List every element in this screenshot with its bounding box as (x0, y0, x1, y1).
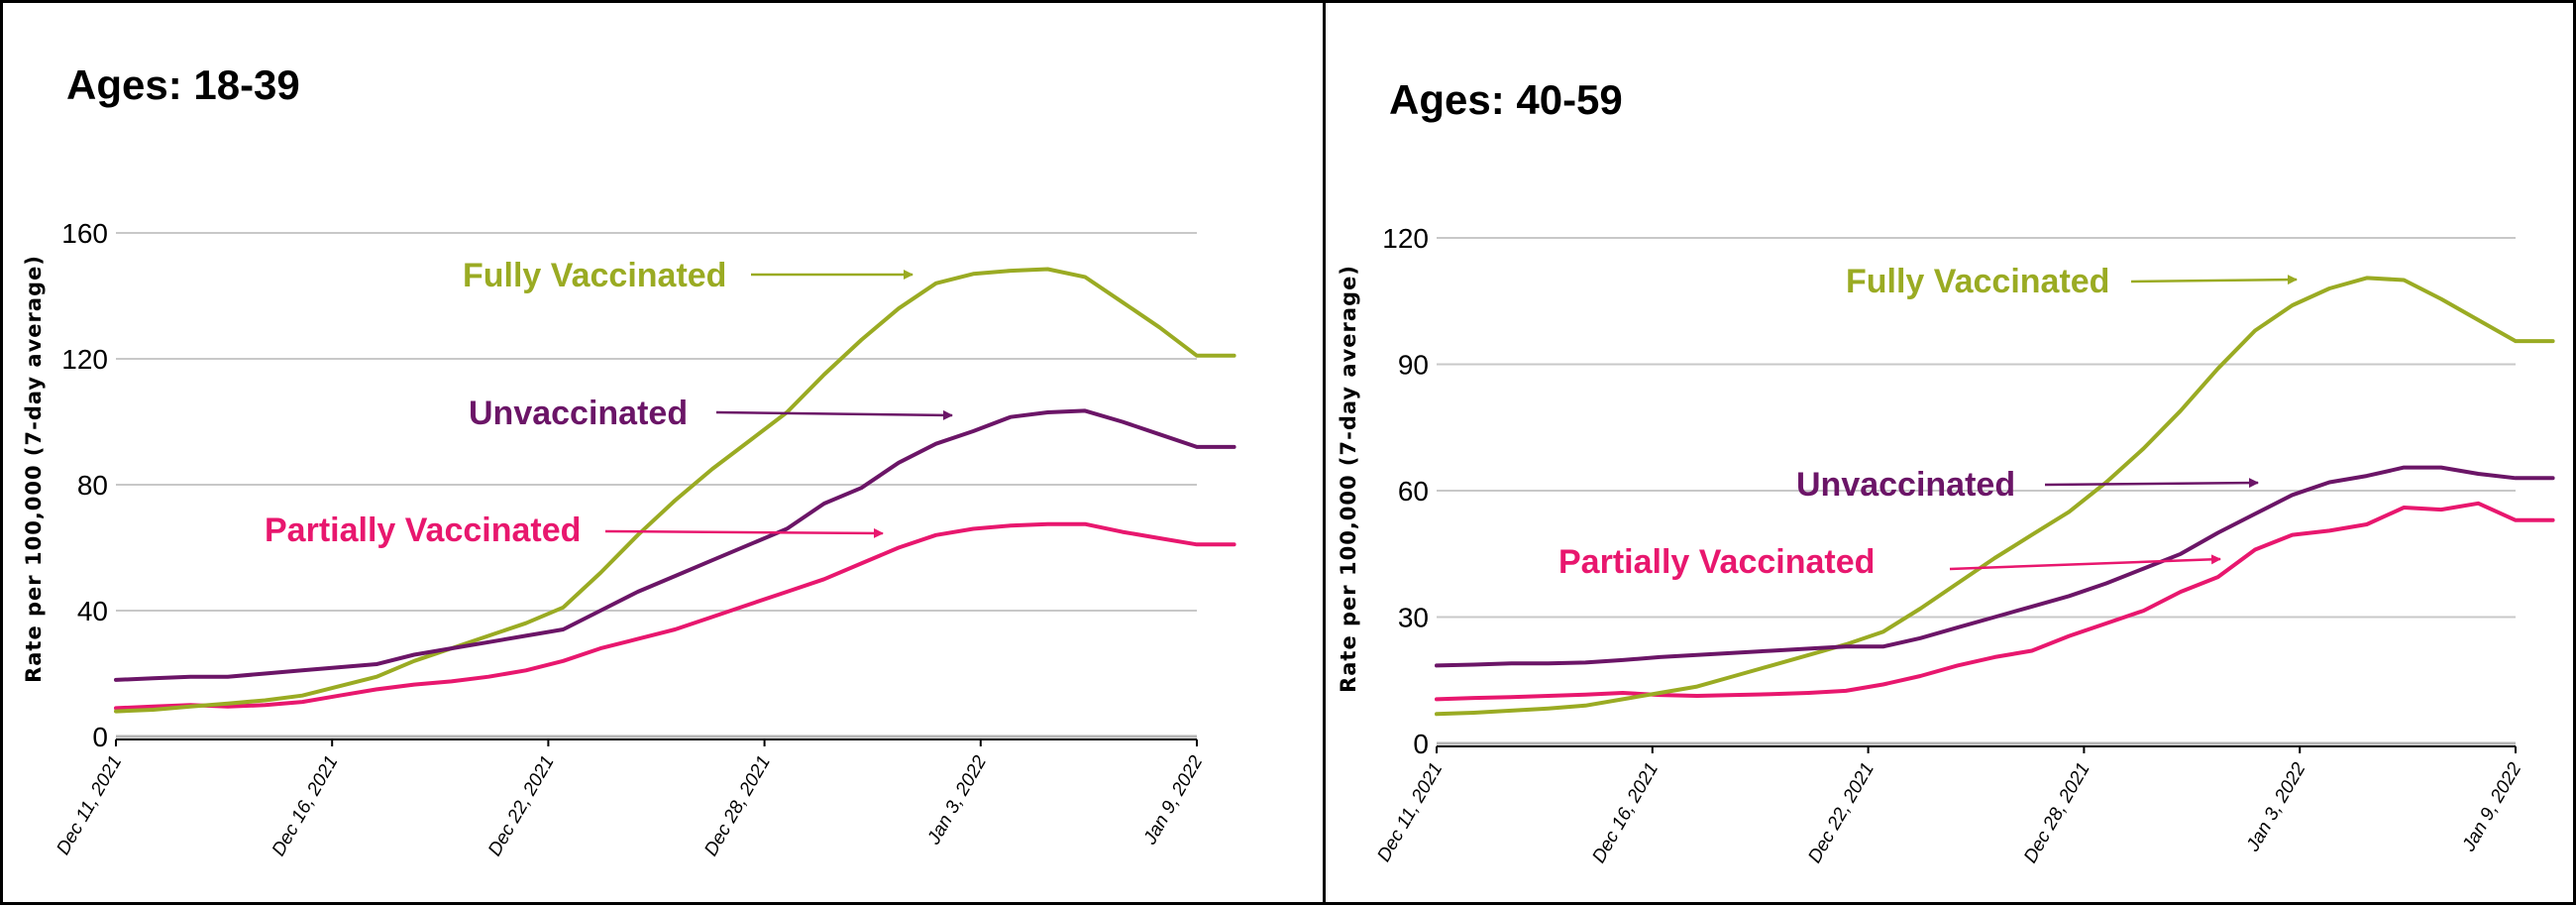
series-line-partially (1435, 501, 2555, 702)
chart-svg-ages-40-59: Ages: 40-59 Rate per 100,000 (7-day aver… (1337, 76, 2555, 866)
annotations: Fully Vaccinated Unvaccinated Partially Va… (265, 257, 953, 549)
y-tick-label: 60 (1398, 476, 1429, 507)
chart-svg-ages-18-39: Ages: 18-39 Rate per 100,000 (7-day aver… (22, 61, 1236, 859)
y-tick-label: 160 (61, 218, 108, 249)
y-axis-label: Rate per 100,000 (7-day average) (1337, 265, 1360, 693)
x-tick-label: Dec 28, 2021 (2020, 759, 2094, 866)
y-tick-label: 0 (92, 722, 108, 752)
x-tick-label: Dec 22, 2021 (484, 752, 559, 859)
annotation-arrow-partially (1949, 554, 2221, 571)
x-tick-label: Dec 11, 2021 (53, 752, 126, 858)
y-tick-label: 80 (77, 470, 108, 501)
x-tick-label: Dec 16, 2021 (1588, 759, 1663, 866)
grid-lines (1437, 237, 2516, 747)
series-line-unvaccinated (114, 408, 1236, 682)
annotation-arrow-unvaccinated (2044, 478, 2259, 489)
y-tick-label: 90 (1398, 350, 1429, 381)
annotation-arrow-unvaccinated (715, 409, 953, 420)
x-tick-label: Dec 28, 2021 (700, 752, 775, 859)
x-tick-label: Jan 3, 2022 (923, 752, 992, 850)
annotation-arrow-fully (2130, 275, 2298, 285)
chart-title: Ages: 40-59 (1389, 76, 1623, 123)
x-tick-label: Jan 9, 2022 (1139, 752, 1208, 850)
series-line-fully (1435, 276, 2555, 717)
annotation-arrow-partially (604, 527, 884, 538)
y-tick-label: 30 (1398, 603, 1429, 633)
annotation-partially: Partially Vaccinated (1558, 543, 1875, 581)
axis-ticks: 0 40 80 120 160 Dec 11, 2021 Dec 16, 2021 Dec 2… (53, 218, 1207, 859)
axis-ticks: 0 30 60 90 120 Dec 11, 2021 Dec 16, 2021 Dec 22… (1373, 223, 2525, 866)
series-lines (114, 267, 1236, 714)
annotation-unvaccinated: Unvaccinated (469, 395, 688, 432)
series-lines (1435, 276, 2555, 717)
chart-title: Ages: 18-39 (66, 61, 300, 108)
y-tick-label: 120 (1382, 223, 1429, 254)
annotations: Fully Vaccinated Unvaccinated Partially Va… (1558, 263, 2298, 581)
series-line-fully (114, 267, 1236, 714)
series-line-unvaccinated (1435, 465, 2555, 668)
grid-lines (116, 232, 1197, 740)
x-tick-label: Dec 16, 2021 (268, 752, 343, 859)
x-tick-label: Dec 11, 2021 (1373, 759, 1447, 865)
annotation-fully: Fully Vaccinated (463, 257, 726, 294)
annotation-fully: Fully Vaccinated (1846, 263, 2109, 300)
chart-panel-ages-18-39: Ages: 18-39 Rate per 100,000 (7-day aver… (0, 0, 1326, 905)
annotation-partially: Partially Vaccinated (265, 511, 581, 549)
x-tick-label: Jan 9, 2022 (2458, 759, 2526, 856)
series-line-partially (114, 521, 1236, 711)
chart-panel-ages-40-59: Ages: 40-59 Rate per 100,000 (7-day aver… (1323, 0, 2576, 905)
y-tick-label: 0 (1413, 729, 1429, 759)
x-tick-label: Jan 3, 2022 (2242, 759, 2310, 856)
y-tick-label: 40 (77, 596, 108, 626)
y-tick-label: 120 (61, 344, 108, 375)
annotation-unvaccinated: Unvaccinated (1796, 466, 2015, 504)
x-tick-label: Dec 22, 2021 (1804, 759, 1878, 866)
y-axis-label: Rate per 100,000 (7-day average) (22, 255, 46, 683)
